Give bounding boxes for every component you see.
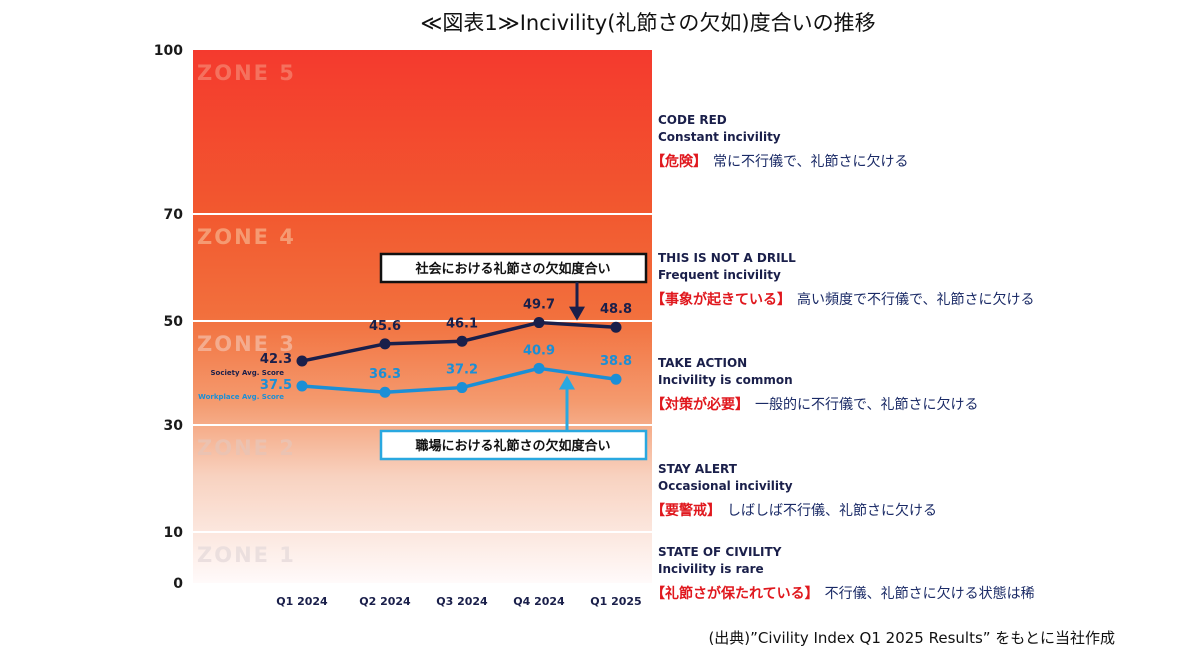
x-tick-label: Q1 2025 xyxy=(590,595,641,608)
zone-jp-tag: 【要警戒】 xyxy=(651,502,721,519)
zone-background xyxy=(193,50,652,583)
zone-jp-tag: 【事象が起きている】 xyxy=(651,291,791,308)
data-point xyxy=(456,382,468,394)
x-tick-label: Q2 2024 xyxy=(359,595,411,608)
zone-title: THIS IS NOT A DRILL xyxy=(658,251,796,265)
y-tick-label: 100 xyxy=(154,43,183,59)
zone-subtitle: Incivility is common xyxy=(658,373,793,387)
zone-jp-tag: 【礼節さが保たれている】 xyxy=(651,585,819,602)
data-label: 45.6 xyxy=(369,319,401,334)
source-note: (出典)”Civility Index Q1 2025 Results” をもと… xyxy=(708,629,1115,647)
x-axis-ticks: Q1 2024 Q2 2024 Q3 2024 Q4 2024 Q1 2025 xyxy=(276,595,641,608)
x-tick-label: Q3 2024 xyxy=(436,595,488,608)
zone-title: STAY ALERT xyxy=(658,462,738,476)
data-label: 38.8 xyxy=(600,354,632,369)
data-point xyxy=(456,335,468,347)
zone-jp-text: 不行儀、礼節さに欠ける状態は稀 xyxy=(825,585,1035,602)
zone-subtitle: Occasional incivility xyxy=(658,479,793,493)
data-point xyxy=(533,362,545,374)
data-label: 48.8 xyxy=(600,302,632,317)
zone-jp-text: 常に不行儀で、礼節さに欠ける xyxy=(713,153,908,170)
series-name-label: Workplace Avg. Score xyxy=(198,393,284,401)
workplace-callout-text: 職場における礼節さの欠如度合い xyxy=(415,438,610,454)
data-point xyxy=(610,321,622,333)
zone-jp-tag: 【対策が必要】 xyxy=(651,396,749,413)
workplace-callout-box xyxy=(379,429,648,461)
y-tick-label: 70 xyxy=(164,207,184,223)
zone-subtitle: Constant incivility xyxy=(658,130,781,144)
data-point xyxy=(610,373,622,385)
data-label: 36.3 xyxy=(369,367,401,382)
chart-title: ≪図表1≫Incivility(礼節さの欠如)度合いの推移 xyxy=(420,11,875,35)
x-tick-label: Q1 2024 xyxy=(276,595,328,608)
zone-jp-text: 高い頻度で不行儀で、礼節さに欠ける xyxy=(797,291,1034,308)
zone-title: STATE OF CIVILITY xyxy=(658,545,782,559)
zone-jp-text: 一般的に不行儀で、礼節さに欠ける xyxy=(755,396,978,413)
data-label: 37.5 xyxy=(260,378,292,393)
data-point xyxy=(296,380,308,392)
society-callout-box xyxy=(379,252,648,284)
zone-label: ZONE 4 xyxy=(197,225,296,249)
zone-jp-tag: 【危険】 xyxy=(651,153,707,170)
data-label: 37.2 xyxy=(446,363,478,378)
society-arrow-head xyxy=(569,306,585,321)
data-label: 40.9 xyxy=(523,343,555,358)
y-tick-label: 0 xyxy=(173,576,183,592)
x-tick-label: Q4 2024 xyxy=(513,595,565,608)
zone-subtitle: Incivility is rare xyxy=(658,562,764,576)
workplace-arrow-head xyxy=(559,375,575,390)
zones-layer: ZONE 1 ZONE 2 ZONE 3 ZONE 4 ZONE 5 xyxy=(193,50,652,583)
zone-label: ZONE 5 xyxy=(197,61,296,85)
zone-title: TAKE ACTION xyxy=(658,356,747,370)
data-label: 49.7 xyxy=(523,298,555,313)
data-label: 42.3 xyxy=(260,352,292,367)
zone-title: CODE RED xyxy=(658,113,727,127)
y-tick-label: 10 xyxy=(164,525,184,541)
zone-subtitle: Frequent incivility xyxy=(658,268,781,282)
zone-label: ZONE 3 xyxy=(197,332,296,356)
data-point xyxy=(379,338,391,350)
zone-label: ZONE 2 xyxy=(197,436,296,460)
zone-jp-text: しばしば不行儀、礼節さに欠ける xyxy=(727,502,937,519)
data-point xyxy=(296,355,308,367)
y-axis-ticks: 0 10 30 50 70 100 xyxy=(154,43,183,592)
data-label: 46.1 xyxy=(446,316,478,331)
zone-descriptions: STATE OF CIVILITY Incivility is rare 【礼節さが… xyxy=(651,113,1035,602)
zone-label: ZONE 1 xyxy=(197,543,296,567)
data-point xyxy=(379,386,391,398)
society-callout-text: 社会における礼節さの欠如度合い xyxy=(414,261,610,277)
series-name-label: Society Avg. Score xyxy=(210,369,284,377)
y-tick-label: 50 xyxy=(164,314,184,330)
y-tick-label: 30 xyxy=(164,418,184,434)
data-point xyxy=(533,317,545,329)
